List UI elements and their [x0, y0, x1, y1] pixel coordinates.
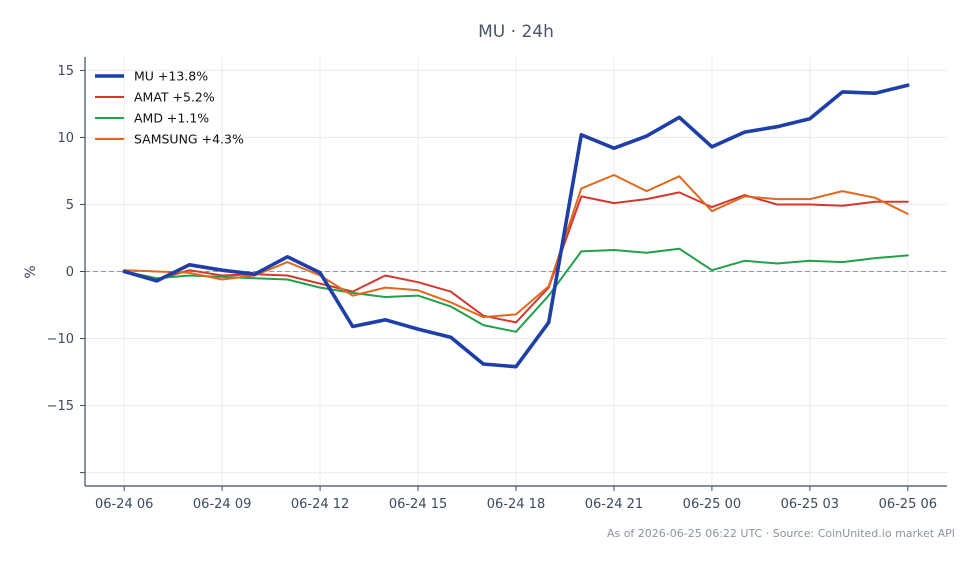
series-line-mu [122, 83, 910, 369]
legend-entry: AMD +1.1% [134, 111, 209, 126]
y-axis-label: % [23, 265, 39, 278]
legend: MU +13.8% AMAT +5.2% AMD +1.1% SAMSUNG +4.3… [95, 69, 244, 147]
x-tick-label: 06-25 03 [781, 497, 839, 512]
y-tick-label: 0 [66, 265, 74, 280]
y-tick-label: 10 [57, 131, 74, 146]
x-tick-label: 06-25 00 [683, 497, 741, 512]
x-tick-label: 06-24 06 [95, 497, 153, 512]
legend-entry: MU +13.8% [134, 69, 208, 84]
y-tick-label: 5 [66, 198, 74, 213]
x-tick-label: 06-25 06 [879, 497, 937, 512]
x-tick-label: 06-24 09 [193, 497, 251, 512]
source-footer: As of 2026-06-25 06:22 UTC · Source: Coi… [607, 527, 955, 540]
y-tick-label: 15 [57, 64, 74, 79]
x-tick-label: 06-24 18 [487, 497, 545, 512]
legend-entry: AMAT +5.2% [134, 90, 215, 105]
y-tick-label: −10 [47, 332, 74, 347]
axes: 15 10 5 0 −10 −15 06-24 06 06-24 09 06-24 12 06-2… [47, 57, 947, 512]
x-tick-label: 06-24 15 [389, 497, 447, 512]
x-tick-label: 06-24 21 [585, 497, 643, 512]
legend-entry: SAMSUNG +4.3% [134, 132, 244, 147]
x-tick-label: 06-24 12 [291, 497, 349, 512]
y-tick-label: −15 [47, 399, 74, 414]
series-line-amd [123, 247, 909, 333]
series-lines [122, 83, 910, 369]
chart-title: MU · 24h [478, 22, 554, 42]
